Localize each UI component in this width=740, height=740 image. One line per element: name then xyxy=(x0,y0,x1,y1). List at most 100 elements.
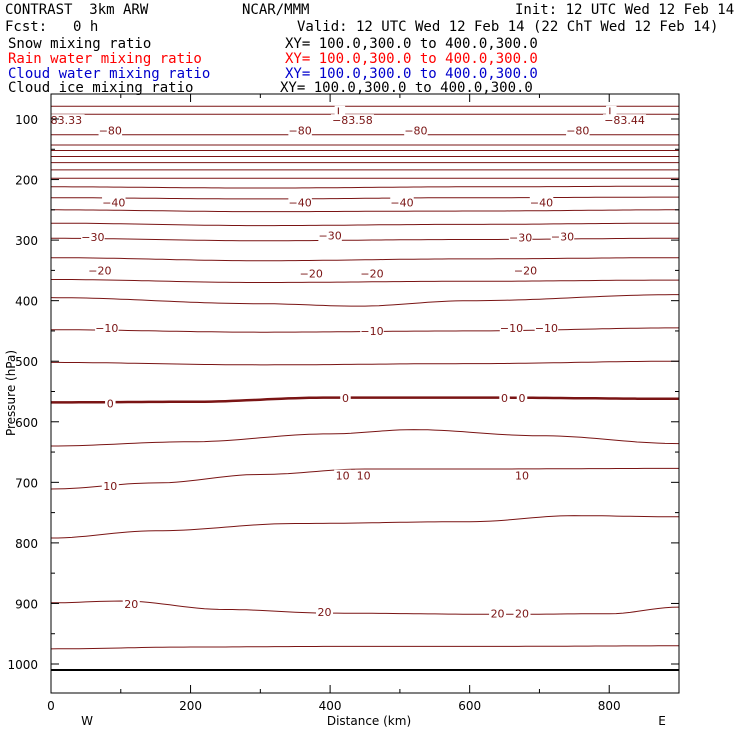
contour-label-bg-22 xyxy=(360,324,384,337)
contour-label-29: 10 xyxy=(103,480,117,493)
contour-label-17: −20 xyxy=(88,264,111,277)
contour-label-32: 10 xyxy=(515,470,529,483)
y-tick-label-800: 800 xyxy=(15,537,38,551)
contour-label-35: 20 xyxy=(491,608,505,621)
contour-label-bg-35 xyxy=(489,607,507,620)
contour-label-bg-8 xyxy=(566,124,590,137)
contour-label-bg-36 xyxy=(513,607,531,620)
contour-line-9 xyxy=(51,185,679,189)
contour-label-12: −40 xyxy=(530,197,553,210)
contour-label-bg-9 xyxy=(102,196,126,209)
field-xy-snow: XY= 100.0,300.0 to 400.0,300.0 xyxy=(285,36,538,52)
contour-label-18: −20 xyxy=(300,267,323,280)
contour-label-1: L xyxy=(337,106,344,119)
contour-label-21: −10 xyxy=(95,322,118,335)
model-title: CONTRAST 3km ARW xyxy=(5,2,149,18)
y-tick-label-600: 600 xyxy=(15,416,38,430)
contour-label-bg-29 xyxy=(101,479,119,492)
contour-label-bg-28 xyxy=(516,392,528,405)
x-end-label-east: E xyxy=(658,714,666,728)
contour-line-20 xyxy=(51,429,680,447)
contour-line-16 xyxy=(50,294,679,307)
contour-label-6: −80 xyxy=(288,125,311,138)
contour-label-bg-5 xyxy=(98,124,123,137)
contour-label-bg-6 xyxy=(288,124,312,137)
contour-label-34: 20 xyxy=(318,606,332,619)
contour-line-15 xyxy=(51,279,679,283)
contour-label-33: 20 xyxy=(124,598,138,611)
contour-label-bg-20 xyxy=(513,264,538,277)
contour-label-16: −30 xyxy=(551,230,574,243)
contour-label-bg-13 xyxy=(81,231,105,244)
contour-label-bg-18 xyxy=(299,267,324,280)
contour-line-23 xyxy=(51,600,680,615)
contour-line-18 xyxy=(51,360,679,366)
contour-label-bg-16 xyxy=(550,230,575,243)
valid-time: Valid: 12 UTC Wed 12 Feb 14 (22 ChT Wed … xyxy=(297,19,719,35)
contour-label-28: 0 xyxy=(519,392,526,405)
organization-label: NCAR/MMM xyxy=(242,2,310,18)
contour-label-bg-24 xyxy=(534,321,559,334)
contour-label-bg-3 xyxy=(330,114,374,127)
field-name-cloud-water: Cloud water mixing ratio xyxy=(8,66,211,82)
contour-label-3: −83.58 xyxy=(332,114,373,127)
contour-label-bg-25 xyxy=(105,397,116,410)
contour-label-9: −40 xyxy=(102,197,125,210)
contour-label-19: −20 xyxy=(360,267,383,280)
contour-label-20: −20 xyxy=(514,264,537,277)
x-axis-title: Distance (km) xyxy=(327,714,411,728)
contour-label-15: −30 xyxy=(509,232,532,245)
contour-label-bg-2 xyxy=(606,105,617,118)
contour-line-19 xyxy=(51,396,679,404)
contour-line-24 xyxy=(50,645,679,650)
contour-label-bg-33 xyxy=(122,598,140,611)
contour-label-bg-30 xyxy=(334,469,352,482)
x-tick-label-600: 600 xyxy=(458,699,481,713)
contour-line-12 xyxy=(51,222,679,227)
contour-line-13 xyxy=(51,237,679,242)
y-axis-title: Pressure (hPa) xyxy=(4,350,18,436)
forecast-hour: 0 h xyxy=(73,19,99,35)
x-tick-label-0: 0 xyxy=(47,699,55,713)
y-tick-label-200: 200 xyxy=(15,174,38,188)
contour-label-25: 0 xyxy=(107,398,114,411)
field-xy-cloud-ice: XY= 100.0,300.0 to 400.0,300.0 xyxy=(280,80,533,96)
contour-label-2: L xyxy=(608,106,615,119)
y-tick-label-100: 100 xyxy=(15,113,38,127)
y-tick-label-700: 700 xyxy=(15,476,38,490)
y-tick-label-300: 300 xyxy=(15,234,38,248)
contour-label-bg-26 xyxy=(340,392,351,405)
contour-label-bg-12 xyxy=(529,196,554,209)
y-tick-label-1000: 1000 xyxy=(7,658,38,672)
contour-label-14: −30 xyxy=(319,229,342,242)
contour-label-5: −80 xyxy=(99,125,122,138)
contour-label-bg-0 xyxy=(48,114,85,127)
contour-line-21 xyxy=(50,467,679,490)
field-name-snow: Snow mixing ratio xyxy=(8,36,152,52)
contour-label-bg-11 xyxy=(390,196,414,209)
contour-label-10: −40 xyxy=(288,197,311,210)
contour-label-bg-21 xyxy=(95,321,119,334)
init-time: Init: 12 UTC Wed 12 Feb 14 xyxy=(515,2,735,18)
contour-label-27: 0 xyxy=(501,392,508,405)
contour-label-0: 83.33 xyxy=(51,114,83,127)
contour-label-bg-19 xyxy=(360,267,384,280)
contour-label-8: −80 xyxy=(566,125,589,138)
contour-label-36: 20 xyxy=(515,608,529,621)
contour-label-bg-10 xyxy=(288,196,312,209)
field-xy-cloud-water: XY= 100.0,300.0 to 400.0,300.0 xyxy=(285,66,538,82)
contour-label-bg-15 xyxy=(508,231,533,244)
field-xy-rain: XY= 100.0,300.0 to 400.0,300.0 xyxy=(285,51,538,67)
contour-label-31: 10 xyxy=(357,470,371,483)
contour-label-bg-7 xyxy=(404,124,428,137)
y-tick-label-900: 900 xyxy=(15,597,38,611)
forecast-label: Fcst: xyxy=(5,19,48,35)
contour-label-24: −10 xyxy=(535,322,558,335)
contour-label-bg-34 xyxy=(316,605,334,618)
contour-label-7: −80 xyxy=(404,125,427,138)
contour-label-23: −10 xyxy=(500,322,523,335)
contour-label-13: −30 xyxy=(81,231,104,244)
contour-label-22: −10 xyxy=(360,325,383,338)
plot-frame xyxy=(50,93,680,694)
